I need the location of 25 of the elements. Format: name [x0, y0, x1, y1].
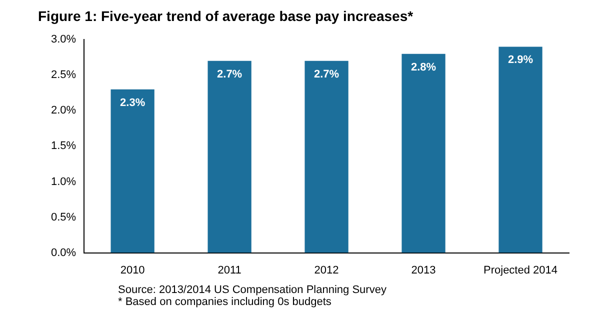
bar	[304, 60, 348, 253]
x-tick-label: 2013	[411, 264, 436, 276]
bar	[208, 60, 252, 253]
y-tick-label: 3.0%	[50, 34, 76, 46]
x-tick-label: 2011	[218, 264, 242, 276]
chart-title: Figure 1: Five-year trend of average base pay increases*	[37, 8, 414, 26]
bar	[110, 89, 154, 253]
x-tick-label: 2012	[314, 264, 339, 276]
data-label: 2.7%	[314, 68, 340, 80]
y-tick-label: 1.0%	[50, 176, 76, 188]
y-tick-label: 0.0%	[50, 246, 76, 259]
bar	[498, 46, 542, 253]
y-tick-label: 2.5%	[50, 69, 76, 82]
data-label: 2.7%	[217, 68, 242, 80]
bar	[402, 54, 446, 253]
data-label: 2.8%	[410, 61, 436, 74]
data-label: 2.9%	[508, 54, 534, 66]
y-tick-label: 0.5%	[50, 211, 76, 224]
data-label: 2.3%	[120, 96, 146, 109]
y-tick-label: 1.5%	[50, 140, 76, 152]
source-note: Source: 2013/2014 US Compensation Planning Survey	[118, 284, 388, 296]
y-tick-label: 2.0%	[50, 104, 76, 117]
x-tick-label: 2010	[120, 264, 145, 276]
text: * Based on companies including 0s budgets	[118, 296, 332, 308]
x-tick-label: Projected 2014	[484, 264, 558, 276]
